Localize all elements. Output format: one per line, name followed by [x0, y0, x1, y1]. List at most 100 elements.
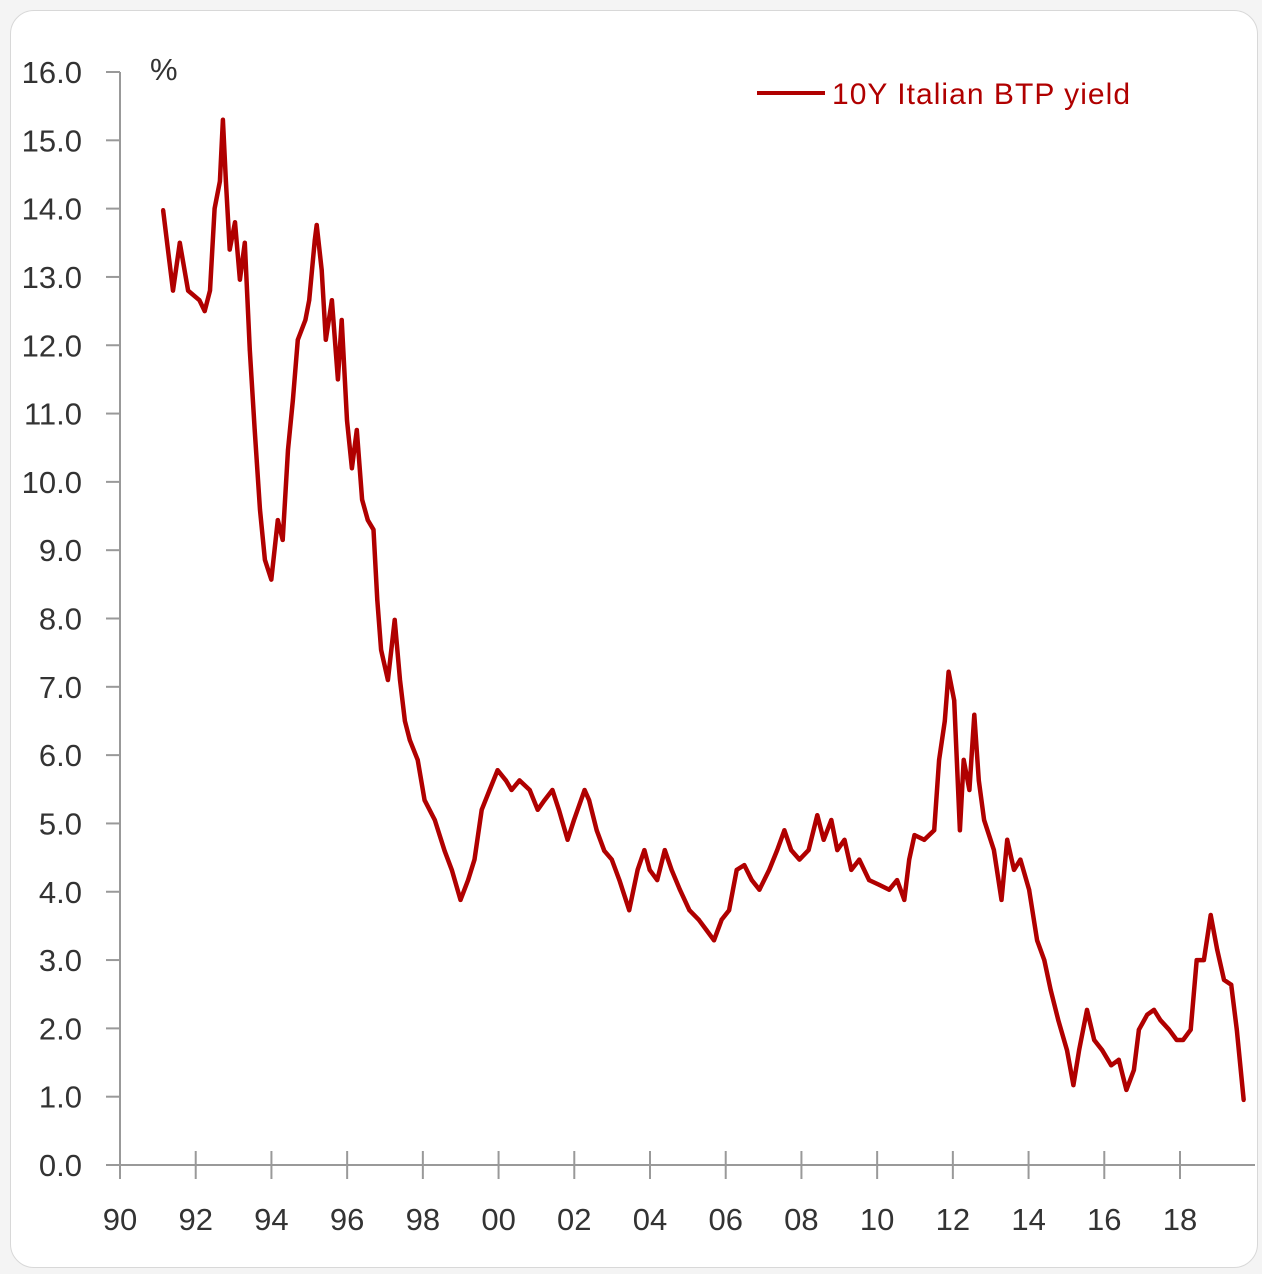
data-point — [227, 247, 232, 252]
data-point — [329, 298, 334, 303]
data-point — [1056, 1018, 1061, 1023]
data-point — [797, 857, 802, 862]
data-point — [365, 518, 370, 523]
data-point — [442, 848, 447, 853]
x-tick-label: 94 — [254, 1202, 288, 1237]
data-point — [662, 848, 667, 853]
data-point — [877, 882, 882, 887]
data-point — [961, 757, 966, 762]
data-point — [319, 268, 324, 273]
data-point — [335, 377, 340, 382]
data-point — [922, 837, 927, 842]
data-point — [161, 207, 166, 212]
data-point — [1109, 1063, 1114, 1068]
data-point — [542, 798, 547, 803]
data-point — [627, 908, 632, 913]
data-point — [719, 917, 724, 922]
data-point — [749, 878, 754, 883]
data-point — [1221, 977, 1226, 982]
data-point — [815, 813, 820, 818]
data-point — [349, 466, 354, 471]
data-point — [379, 647, 384, 652]
data-point — [509, 787, 514, 792]
data-point — [1158, 1018, 1163, 1023]
y-tick-label: 9.0 — [39, 533, 82, 568]
data-point — [422, 798, 427, 803]
data-point — [835, 848, 840, 853]
data-point — [479, 807, 484, 812]
data-point — [1215, 947, 1220, 952]
y-tick-label: 7.0 — [39, 670, 82, 705]
y-axis-unit-label: % — [150, 52, 178, 87]
data-point — [867, 878, 872, 883]
y-tick-label: 15.0 — [22, 123, 82, 158]
data-point — [449, 867, 454, 872]
data-point — [829, 818, 834, 823]
x-tick-label: 02 — [557, 1202, 591, 1237]
data-point — [617, 878, 622, 883]
data-point — [458, 897, 463, 902]
data-point — [887, 887, 892, 892]
data-point — [1194, 958, 1199, 963]
data-point — [1018, 857, 1023, 862]
y-tick-label: 10.0 — [22, 465, 82, 500]
data-point — [1174, 1037, 1179, 1042]
data-point — [217, 179, 222, 184]
data-point — [550, 787, 555, 792]
x-tick-label: 12 — [936, 1202, 970, 1237]
data-point — [402, 718, 407, 723]
data-point — [849, 867, 854, 872]
legend: 10Y Italian BTP yield — [757, 78, 1130, 111]
data-point — [275, 518, 280, 523]
axes — [106, 72, 1255, 1166]
data-point — [711, 938, 716, 943]
data-point — [687, 908, 692, 913]
data-point — [907, 857, 912, 862]
data-point — [742, 863, 747, 868]
x-tick-label: 96 — [330, 1202, 364, 1237]
data-point — [354, 427, 359, 432]
data-point — [237, 277, 242, 282]
data-point — [696, 917, 701, 922]
data-point — [1100, 1048, 1105, 1053]
data-point — [466, 878, 471, 883]
data-point — [775, 848, 780, 853]
data-point — [303, 317, 308, 322]
data-point — [415, 757, 420, 762]
data-point — [407, 738, 412, 743]
data-point — [609, 857, 614, 862]
data-point — [647, 867, 652, 872]
data-point — [375, 598, 380, 603]
x-tick-label: 18 — [1163, 1202, 1197, 1237]
y-tick-label: 13.0 — [22, 260, 82, 295]
data-point — [734, 867, 739, 872]
data-point — [587, 798, 592, 803]
data-point — [1027, 887, 1032, 892]
data-point — [1188, 1027, 1193, 1032]
data-point — [1136, 1027, 1141, 1032]
y-tick-label: 1.0 — [39, 1080, 82, 1115]
data-point — [594, 828, 599, 833]
data-point — [220, 117, 225, 122]
data-point — [307, 298, 312, 303]
data-point — [957, 828, 962, 833]
y-tick-label: 6.0 — [39, 738, 82, 773]
data-point — [186, 288, 191, 293]
data-point — [177, 240, 182, 245]
data-point — [280, 537, 285, 542]
data-point — [397, 677, 402, 682]
x-tick-label: 16 — [1087, 1202, 1121, 1237]
data-point — [269, 577, 274, 582]
data-point — [290, 397, 295, 402]
data-point — [339, 317, 344, 322]
data-point — [360, 497, 365, 502]
x-tick-label: 06 — [708, 1202, 742, 1237]
data-point — [655, 878, 660, 883]
data-point — [345, 418, 349, 423]
data-point — [982, 818, 987, 823]
data-point — [212, 206, 217, 211]
data-point — [895, 878, 900, 883]
x-tick-label: 14 — [1011, 1202, 1045, 1237]
data-point — [782, 828, 787, 833]
legend-label: 10Y Italian BTP yield — [832, 78, 1130, 111]
